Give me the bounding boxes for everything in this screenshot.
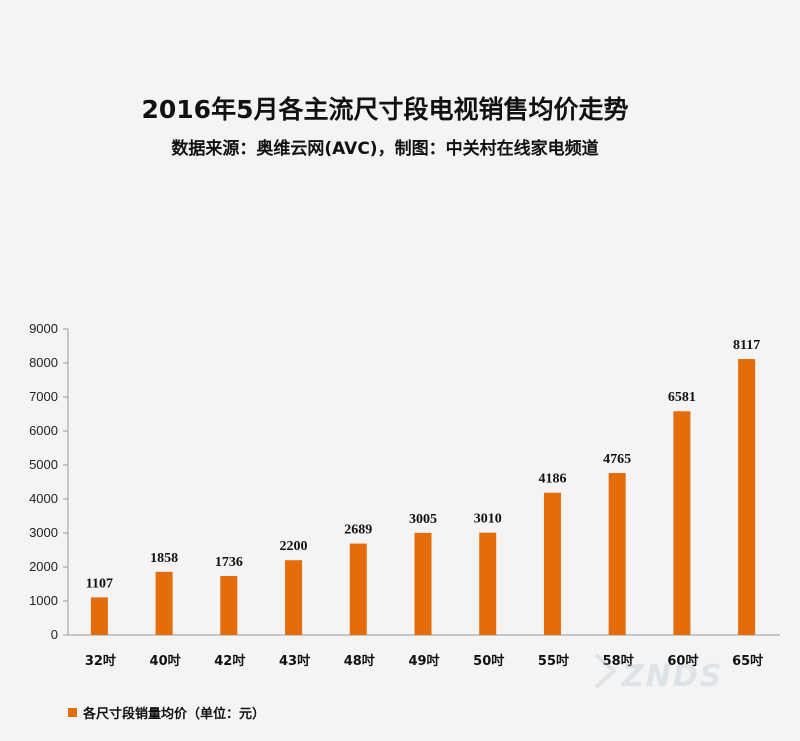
data-label: 8117: [733, 338, 760, 353]
bar: [155, 571, 173, 635]
bar: [285, 560, 303, 635]
x-tick-label: 50吋: [473, 653, 504, 669]
chart-subtitle: 数据来源：奥维云网(AVC)，制图：中关村在线家电频道: [171, 139, 599, 159]
data-label: 4765: [603, 452, 631, 467]
x-tick-label: 32吋: [85, 653, 116, 669]
data-label: 2200: [280, 539, 308, 554]
watermark-text: ZNDS: [622, 659, 724, 694]
bar: [90, 597, 108, 635]
bar: [349, 543, 367, 635]
data-label: 3005: [409, 512, 437, 527]
bar: [738, 359, 756, 635]
bar: [220, 575, 238, 635]
znds-watermark-logo: ZNDS: [592, 647, 792, 695]
data-label: 3010: [474, 512, 502, 527]
bar: [673, 411, 691, 635]
bar: [608, 472, 626, 635]
data-label: 1107: [86, 576, 113, 591]
x-tick-label: 65吋: [732, 653, 763, 669]
y-tick-label: 3000: [29, 525, 58, 540]
x-tick-label: 58吋: [603, 653, 634, 669]
y-tick-label: 9000: [29, 321, 58, 336]
y-tick-label: 5000: [29, 457, 58, 472]
legend: 各尺寸段销量均价（单位：元）: [68, 703, 265, 722]
data-label: 1736: [215, 555, 243, 570]
y-tick-label: 6000: [29, 423, 58, 438]
y-tick-label: 1000: [29, 593, 58, 608]
chart-title: 2016年5月各主流尺寸段电视销售均价走势: [141, 95, 629, 124]
x-tick-label: 42吋: [214, 653, 245, 669]
y-tick-label: 4000: [29, 491, 58, 506]
bar: [414, 532, 432, 635]
legend-swatch: [68, 708, 77, 717]
data-label: 6581: [668, 390, 696, 405]
y-tick-label: 8000: [29, 355, 58, 370]
x-tick-label: 49吋: [408, 653, 439, 669]
y-tick-label: 7000: [29, 389, 58, 404]
x-tick-label: 43吋: [279, 653, 310, 669]
y-tick-label: 0: [51, 627, 58, 642]
bar: [543, 492, 561, 635]
data-label: 2689: [344, 523, 372, 538]
bar: [479, 532, 497, 635]
x-tick-label: 60吋: [667, 653, 698, 669]
data-label: 4186: [538, 472, 566, 487]
x-tick-label: 40吋: [150, 653, 181, 669]
x-tick-label: 48吋: [344, 653, 375, 669]
x-tick-label: 55吋: [538, 653, 569, 669]
data-label: 1858: [150, 551, 178, 566]
legend-label: 各尺寸段销量均价（单位：元）: [83, 707, 266, 722]
y-tick-label: 2000: [29, 559, 58, 574]
